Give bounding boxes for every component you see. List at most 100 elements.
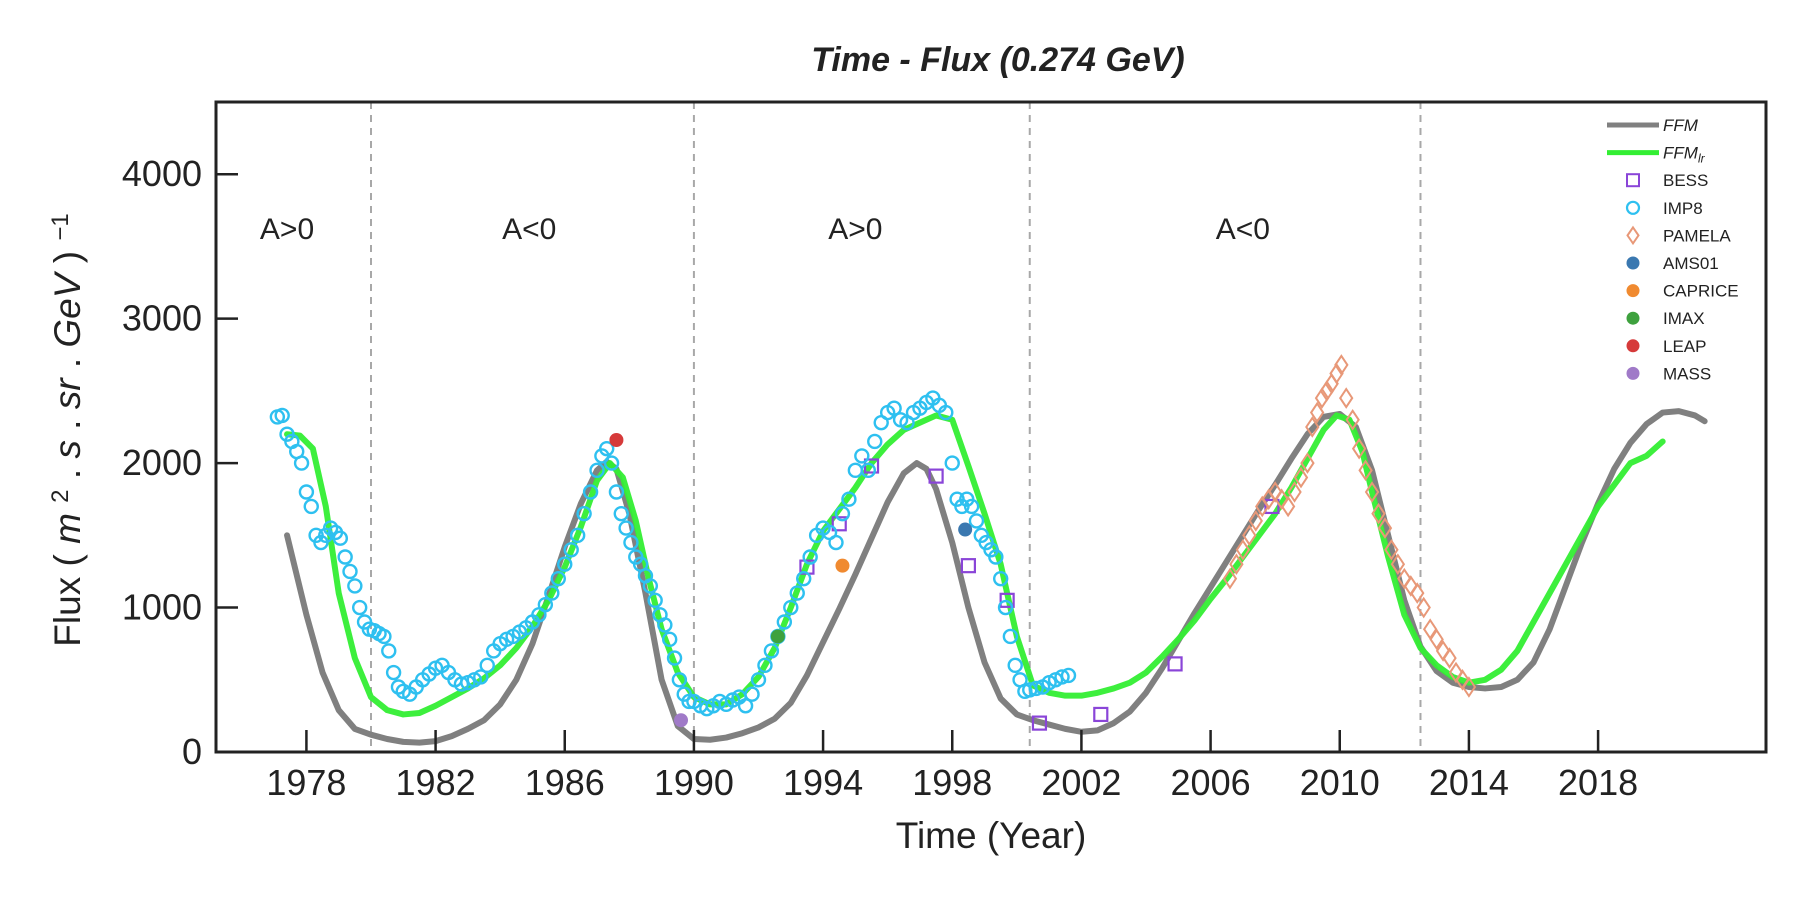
bess-point (928, 468, 944, 484)
bess-point (1167, 656, 1183, 672)
pamela-point (1235, 538, 1251, 561)
imp8-point (576, 505, 592, 522)
imp8-point (750, 672, 767, 688)
imp8-point (557, 556, 573, 572)
pamela-point (1442, 647, 1457, 669)
imp8-point (783, 599, 799, 616)
imp8-point (1007, 657, 1023, 674)
mass-point (674, 713, 688, 728)
pamela-point (1300, 452, 1315, 474)
imp8-point (671, 672, 688, 688)
pamela-point (1267, 481, 1283, 503)
x-tick-label: 1982 (396, 762, 476, 803)
polarity-label: A<0 (502, 213, 556, 246)
imp8-point (453, 676, 470, 692)
y-tick-label: 4000 (122, 153, 202, 194)
bess-point (960, 558, 976, 574)
imp8-point (847, 462, 864, 479)
pamela-point (1371, 502, 1386, 525)
ffm-line (284, 408, 1708, 746)
x-axis-label: Time (Year) (896, 815, 1087, 856)
imp8-point (944, 455, 960, 471)
imp8-point (322, 520, 339, 536)
imp8-point (968, 513, 985, 529)
legend-swatch-caprice (1626, 284, 1640, 298)
imp8-point (642, 578, 659, 594)
plot-area: A>0 A<0 A>0 A<0 (260, 102, 1708, 752)
legend-label-imax: IMAX (1663, 309, 1705, 328)
polarity-label: A>0 (260, 213, 314, 246)
imp8-point (351, 599, 368, 616)
imp8-point (603, 455, 620, 471)
imp8-point (1028, 680, 1044, 697)
legend-label-pamela: PAMELA (1663, 226, 1731, 245)
legend-swatch-imp8 (1625, 200, 1641, 215)
chart-legend: FFM FFMlr BESS IMP8 PAMELA AMS01 CAPRICE IMAX LE… (1607, 116, 1739, 383)
legend-swatch-pamela (1626, 225, 1640, 246)
y-axis-label-unit-2: . (47, 459, 88, 480)
imp8-point (854, 448, 870, 464)
imp8-point (1054, 669, 1070, 685)
imp8-point (618, 520, 634, 536)
y-axis-label-math: m (47, 513, 88, 544)
y-axis-label-unit-7: GeV (47, 270, 88, 347)
y-axis-label-unit-3: s (47, 440, 88, 459)
pamela-point (1345, 408, 1360, 431)
x-tick-label: 1994 (783, 762, 863, 803)
imp8-point (757, 657, 773, 674)
imp8-point (997, 599, 1014, 616)
pamela-point (1280, 495, 1296, 518)
y-axis-label-unit-8: ) (47, 251, 88, 263)
imp8-point (589, 462, 605, 479)
imp8-point (537, 596, 554, 613)
imp8-point (661, 631, 678, 648)
imp8-point (303, 498, 319, 515)
imp8-point (342, 563, 358, 580)
pamela-point (1435, 640, 1451, 662)
pamela-point (1229, 553, 1244, 576)
imp8-point (992, 570, 1009, 587)
pamela-point (1448, 661, 1464, 684)
pamela-point (1397, 567, 1412, 590)
bess-point (1031, 715, 1048, 731)
pamela-point (1334, 354, 1349, 376)
legend-label-leap: LEAP (1663, 337, 1706, 356)
x-tick-label: 2002 (1041, 762, 1121, 803)
imp8-point (381, 643, 397, 659)
imp8-point (834, 505, 851, 522)
pamela-point (1287, 481, 1302, 503)
imp8-point (841, 491, 857, 507)
imp8-point (776, 614, 793, 630)
legend-swatch-mass (1626, 366, 1640, 380)
imp8-point (347, 578, 363, 594)
x-tick-label: 2018 (1558, 762, 1638, 803)
polarity-label: A>0 (828, 213, 882, 246)
y-axis: 0 1000 2000 3000 4000 (122, 153, 238, 772)
legend-label-bess: BESS (1663, 171, 1708, 190)
pamela-point (1403, 575, 1418, 597)
imp8-point (1002, 628, 1019, 645)
pamela-point (1242, 524, 1257, 547)
legend-swatch-bess (1626, 173, 1640, 188)
x-tick-label: 2006 (1171, 762, 1251, 803)
y-axis-label-unit-1: 2 (47, 489, 74, 502)
imp8-point (385, 664, 402, 681)
imp8-point (657, 617, 673, 633)
bess-point (1264, 498, 1280, 515)
imp8-point (563, 542, 579, 558)
chart-title: Time - Flux (0.274 GeV) (811, 41, 1185, 79)
bess-point (999, 592, 1015, 608)
pamela-point (1309, 401, 1325, 424)
imp8-point (473, 669, 489, 685)
x-tick-label: 1978 (266, 762, 346, 803)
imp8-point (789, 585, 805, 601)
y-axis-label: Flux ( m 2 . s . sr . GeV ) −1 (35, 213, 88, 646)
y-axis-label-unit-9: −1 (47, 213, 74, 240)
legend-label-imp8: IMP8 (1663, 199, 1703, 218)
imp8-point (337, 549, 353, 565)
imp8-point (390, 679, 407, 695)
pamela-point (1429, 628, 1444, 651)
pamela-point (1455, 668, 1470, 691)
legend-label-ffm: FFM (1663, 116, 1699, 135)
